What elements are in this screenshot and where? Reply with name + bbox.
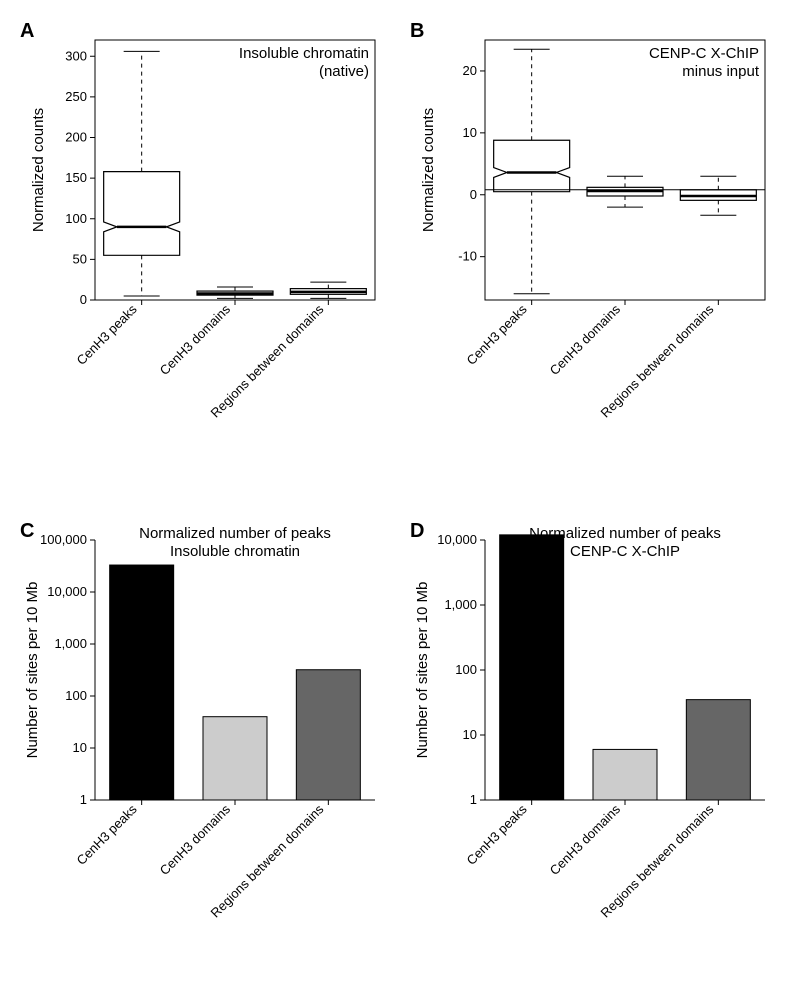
svg-text:CENP-C X-ChIP: CENP-C X-ChIP <box>649 45 759 62</box>
panel-b-chart: -10 0 10 20 CENP-C X-ChIPminus input Normaliz… <box>410 20 790 480</box>
svg-text:100,000: 100,000 <box>40 532 87 547</box>
svg-text:10,000: 10,000 <box>437 532 477 547</box>
svg-text:CenH3 domains: CenH3 domains <box>157 301 234 378</box>
panel-d-chart: 1101001,00010,000Normalized number of pe… <box>410 520 790 980</box>
svg-text:10: 10 <box>463 727 477 742</box>
svg-text:CenH3 domains: CenH3 domains <box>547 801 624 878</box>
svg-text:Normalized counts: Normalized counts <box>420 108 437 232</box>
svg-text:50: 50 <box>73 251 87 266</box>
svg-text:1,000: 1,000 <box>54 636 87 651</box>
svg-text:Insoluble chromatin: Insoluble chromatin <box>170 543 300 560</box>
svg-text:200: 200 <box>65 130 87 145</box>
panel-d: D 1101001,00010,000Normalized number of … <box>410 520 790 980</box>
svg-text:150: 150 <box>65 170 87 185</box>
panel-a-chart: 0 50 100 150 200 250 300 Insoluble chromatin(na… <box>20 20 400 480</box>
svg-text:CenH3 domains: CenH3 domains <box>547 301 624 378</box>
svg-text:100: 100 <box>65 688 87 703</box>
svg-text:CenH3 peaks: CenH3 peaks <box>73 801 140 868</box>
svg-text:CenH3 peaks: CenH3 peaks <box>463 801 530 868</box>
svg-text:100: 100 <box>65 211 87 226</box>
panel-c: C 1 10 100 1,000 10,000 100,000 Normalized num… <box>20 520 400 980</box>
svg-text:-10: -10 <box>458 249 477 264</box>
svg-text:CenH3 domains: CenH3 domains <box>157 801 234 878</box>
svg-text:minus input: minus input <box>682 63 760 80</box>
svg-text:20: 20 <box>463 63 477 78</box>
panel-c-label: C <box>20 520 34 543</box>
svg-text:250: 250 <box>65 89 87 104</box>
svg-text:1: 1 <box>80 792 87 807</box>
panel-a: A 0 50 100 150 200 250 300 Insoluble chromatin(… <box>20 20 400 480</box>
panel-b: B -10 0 10 20 CENP-C X-ChIPminus input Normal… <box>410 20 790 480</box>
svg-text:(native): (native) <box>319 63 369 80</box>
panel-b-label: B <box>410 20 424 43</box>
svg-text:CENP-C X-ChIP: CENP-C X-ChIP <box>570 543 680 560</box>
svg-text:CenH3 peaks: CenH3 peaks <box>73 301 140 368</box>
svg-text:10,000: 10,000 <box>47 584 87 599</box>
svg-text:CenH3 peaks: CenH3 peaks <box>463 301 530 368</box>
svg-text:Number of sites per 10 Mb: Number of sites per 10 Mb <box>24 582 41 759</box>
svg-text:100: 100 <box>455 662 477 677</box>
svg-text:0: 0 <box>470 187 477 202</box>
svg-text:Normalized number of peaks: Normalized number of peaks <box>139 525 331 542</box>
svg-text:10: 10 <box>73 740 87 755</box>
svg-text:Normalized counts: Normalized counts <box>30 108 47 232</box>
svg-text:0: 0 <box>80 292 87 307</box>
svg-text:300: 300 <box>65 48 87 63</box>
svg-text:10: 10 <box>463 125 477 140</box>
svg-text:1: 1 <box>470 792 477 807</box>
panel-a-label: A <box>20 20 34 43</box>
figure-grid: A 050100150200250300Insoluble chromatin(… <box>20 20 774 980</box>
panel-d-label: D <box>410 520 424 543</box>
panel-c-chart: 1 10 100 1,000 10,000 100,000 Normalized numbe… <box>20 520 400 980</box>
svg-text:Insoluble chromatin: Insoluble chromatin <box>239 45 369 62</box>
svg-text:1,000: 1,000 <box>444 597 477 612</box>
svg-text:Number of sites per 10 Mb: Number of sites per 10 Mb <box>414 582 431 759</box>
